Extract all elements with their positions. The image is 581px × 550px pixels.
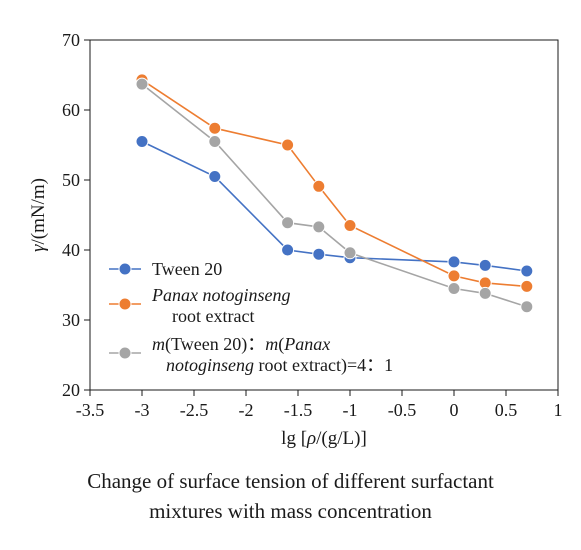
- data-point: [447, 255, 461, 269]
- legend-marker: [118, 262, 132, 276]
- data-point: [208, 121, 222, 135]
- x-tick-label: 1: [554, 400, 563, 420]
- series-3: [135, 77, 534, 314]
- series-layer: [135, 73, 534, 314]
- data-point: [281, 243, 295, 257]
- y-tick-label: 70: [62, 30, 80, 50]
- caption-line-1: Change of surface tension of different s…: [87, 469, 494, 493]
- plot-frame: [89, 39, 559, 391]
- data-point: [520, 279, 534, 293]
- data-point: [208, 170, 222, 183]
- data-point: [343, 219, 357, 232]
- y-tick-label: 30: [62, 310, 80, 330]
- y-axis-ticks: 20 30 40 50 60 70: [62, 30, 90, 400]
- data-point: [520, 300, 534, 314]
- plot-area-border: [89, 39, 559, 391]
- x-tick-label: -3.5: [76, 400, 105, 420]
- x-tick-label: -0.5: [388, 400, 417, 420]
- x-axis-ticks: -3.5 -3 -2.5 -2 -1.5 -1 -0.5 0 0.5 1: [76, 390, 563, 420]
- data-point: [478, 286, 492, 300]
- y-axis-label: γ/(mN/m): [28, 178, 49, 252]
- x-tick-label: 0.5: [495, 400, 518, 420]
- legend-label: m(Tween 20)：m(Panax: [152, 334, 330, 355]
- x-axis-label: lg [ρ/(g/L)]: [281, 428, 367, 449]
- data-point: [135, 135, 149, 148]
- data-point: [447, 282, 461, 295]
- caption-line-2: mixtures with mass concentration: [149, 499, 432, 523]
- legend-marker: [118, 346, 132, 360]
- y-tick-label: 50: [62, 170, 80, 190]
- x-tick-label: -1: [343, 400, 358, 420]
- x-tick-label: -2: [239, 400, 254, 420]
- legend-label: root extract: [172, 306, 254, 326]
- x-tick-label: -2.5: [180, 400, 209, 420]
- legend-label: Tween 20: [152, 259, 222, 279]
- x-tick-label: -1.5: [284, 400, 313, 420]
- figure-caption: Change of surface tension of different s…: [0, 466, 581, 526]
- data-point: [520, 264, 534, 278]
- data-point: [447, 269, 461, 283]
- y-tick-label: 60: [62, 100, 80, 120]
- data-point: [281, 138, 295, 152]
- data-point: [312, 179, 326, 193]
- x-tick-label: -3: [135, 400, 150, 420]
- data-point: [478, 258, 492, 272]
- y-tick-label: 20: [62, 380, 80, 400]
- data-point: [208, 135, 222, 148]
- data-point: [343, 246, 357, 260]
- legend-label: notoginseng root extract)=4：1: [166, 355, 393, 376]
- legend-entry-1: Tween 20: [109, 259, 222, 279]
- y-tick-label: 40: [62, 240, 80, 260]
- legend-label: Panax notoginseng: [151, 285, 290, 305]
- x-tick-label: 0: [450, 400, 459, 420]
- data-point: [312, 247, 326, 261]
- surface-tension-chart: -3.5 -3 -2.5 -2 -1.5 -1 -0.5 0 0.5 1 20 30 40 50 60 70…: [28, 30, 563, 449]
- data-point: [135, 77, 149, 91]
- legend-marker: [118, 297, 132, 311]
- data-point: [281, 216, 295, 230]
- data-point: [312, 220, 326, 234]
